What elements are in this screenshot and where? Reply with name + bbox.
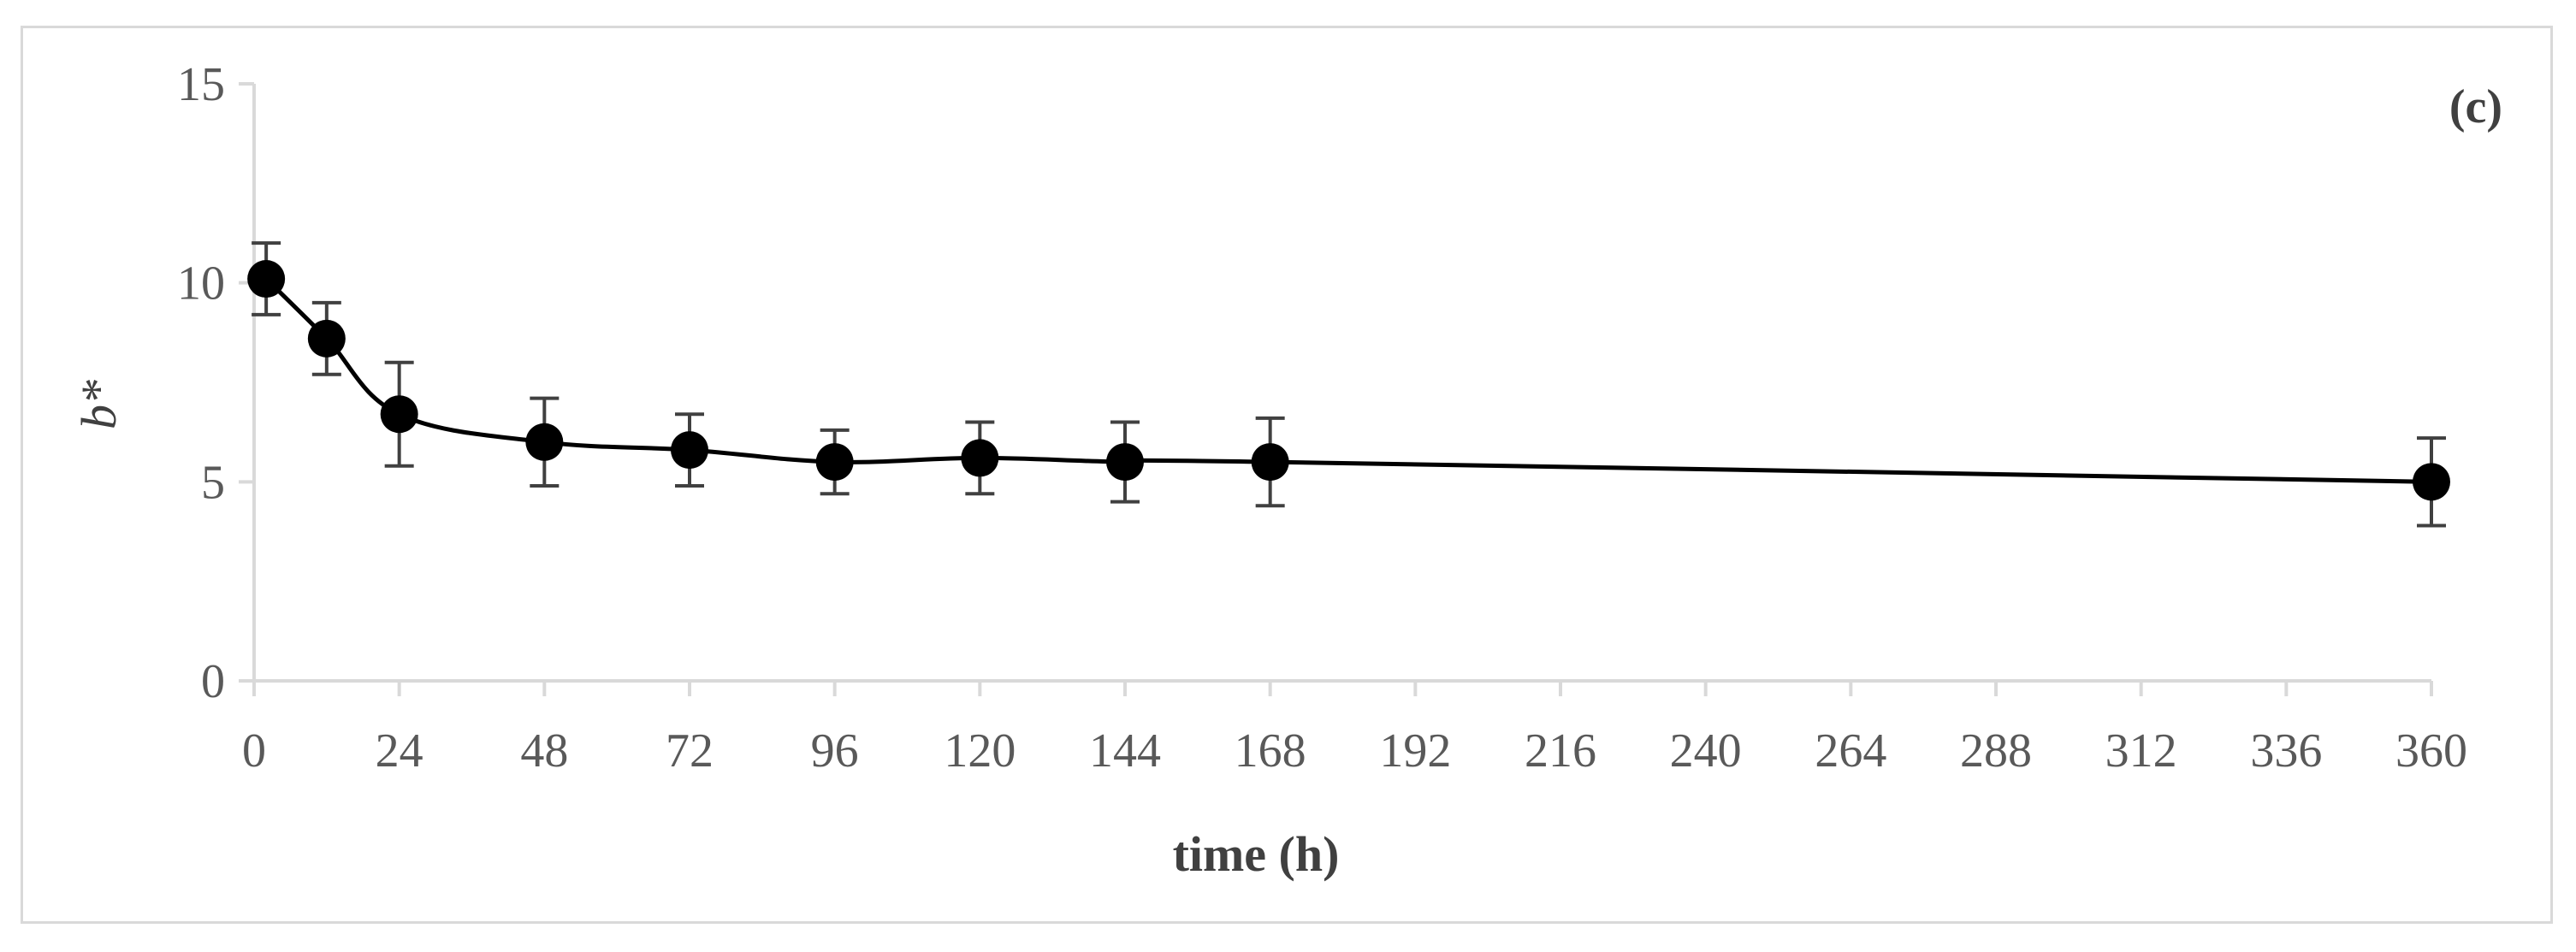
x-tick-label: 144: [1089, 724, 1161, 778]
data-point: [307, 319, 346, 358]
x-tick-label: 192: [1379, 724, 1451, 778]
series-line: [264, 277, 2432, 484]
y-tick-label: 0: [201, 655, 225, 708]
y-axis: 0 5 10 15: [177, 58, 256, 708]
chart-plot: 0 5 10 15 0 24 48 72 96 120 144 168 192 216 240 264 288…: [71, 58, 2502, 882]
data-point: [961, 439, 999, 477]
x-axis-title: time (h): [1173, 826, 1340, 882]
x-tick-label: 48: [520, 724, 568, 778]
x-tick-label: 168: [1235, 724, 1306, 778]
x-tick-label: 288: [1960, 724, 2032, 778]
data-point: [671, 431, 708, 470]
data-point: [815, 443, 854, 482]
chart-frame: 0 5 10 15 0 24 48 72 96 120 144 168 192 216 240 264 288…: [21, 26, 2553, 924]
data-point: [247, 260, 286, 299]
x-tick-label: 360: [2395, 724, 2467, 778]
y-tick-label: 10: [177, 257, 225, 310]
panel-label: (c): [2449, 80, 2502, 133]
x-tick-label: 336: [2250, 724, 2322, 778]
data-point: [2413, 463, 2450, 501]
y-tick-label: 15: [177, 58, 225, 111]
data-point: [525, 423, 564, 461]
x-tick-label: 96: [811, 724, 859, 778]
y-tick-label: 5: [201, 456, 225, 509]
data-point: [1106, 443, 1144, 482]
data-point: [380, 395, 418, 434]
x-tick-label: 216: [1525, 724, 1596, 778]
x-axis: 0 24 48 72 96 120 144 168 192 216 240 264 288 312 336 3…: [242, 679, 2467, 778]
x-tick-label: 24: [376, 724, 423, 778]
series: [247, 241, 2450, 528]
data-point: [1251, 443, 1289, 482]
x-tick-label: 264: [1815, 724, 1886, 778]
x-tick-label: 312: [2105, 724, 2177, 778]
x-tick-label: 0: [242, 724, 266, 778]
x-tick-label: 120: [944, 724, 1016, 778]
y-axis-title: b*: [71, 380, 127, 429]
x-tick-label: 240: [1670, 724, 1742, 778]
x-tick-label: 72: [666, 724, 714, 778]
